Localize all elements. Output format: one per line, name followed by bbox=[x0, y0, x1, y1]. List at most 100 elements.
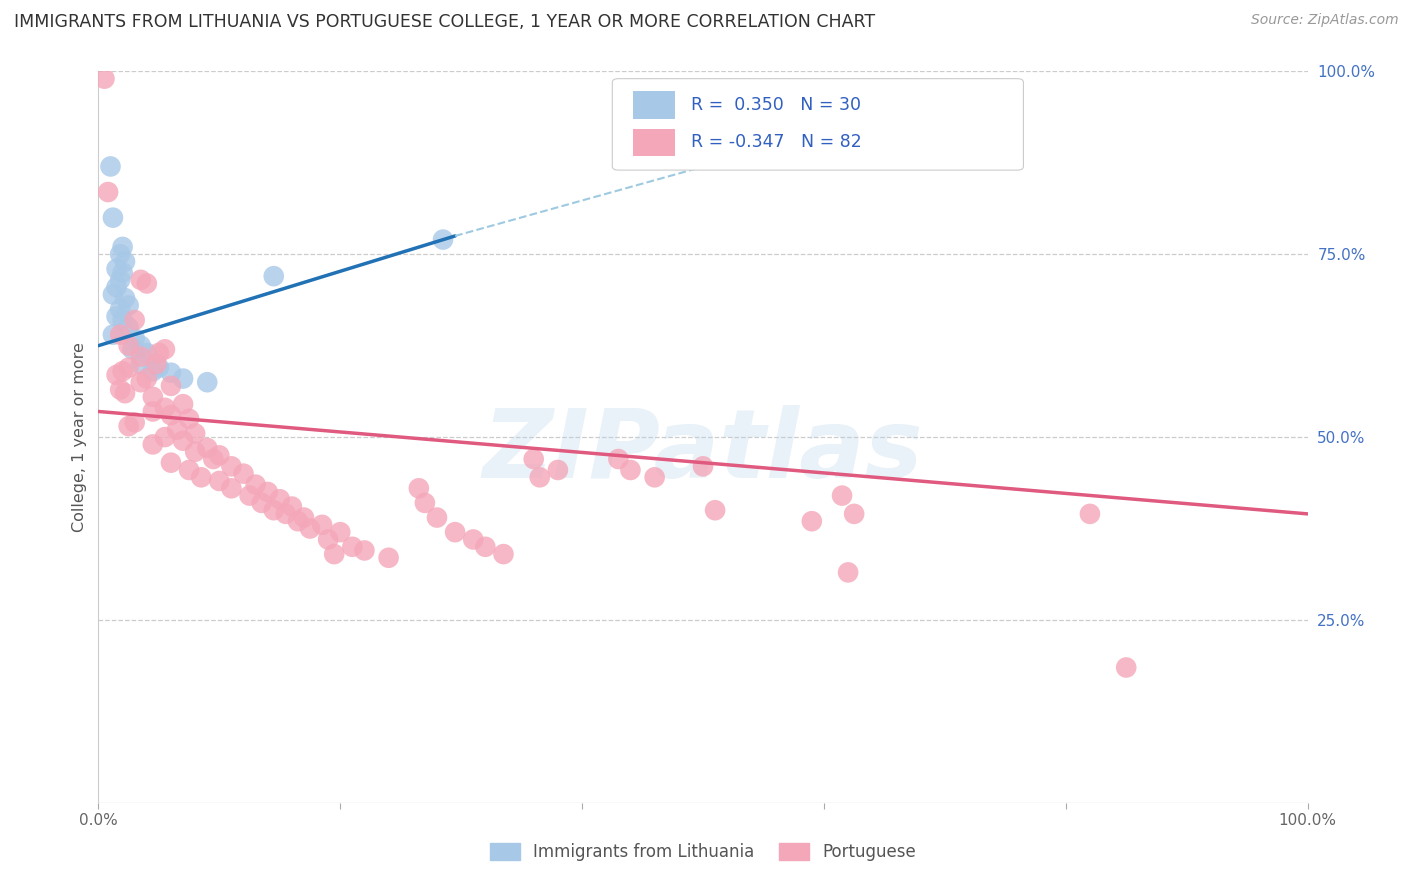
Point bbox=[269, 492, 291, 507]
Point bbox=[195, 441, 218, 455]
Point bbox=[108, 383, 131, 397]
Text: R =  0.350   N = 30: R = 0.350 N = 30 bbox=[690, 95, 860, 113]
Point bbox=[221, 459, 243, 474]
Point bbox=[353, 543, 375, 558]
Point bbox=[145, 357, 167, 371]
Point bbox=[135, 346, 157, 360]
Text: ZIPatlas: ZIPatlas bbox=[482, 405, 924, 499]
Point bbox=[105, 280, 128, 294]
Point bbox=[692, 459, 714, 474]
Point bbox=[413, 496, 436, 510]
Point bbox=[274, 507, 297, 521]
Point bbox=[195, 376, 218, 390]
Legend: Immigrants from Lithuania, Portuguese: Immigrants from Lithuania, Portuguese bbox=[484, 836, 922, 868]
Point bbox=[329, 525, 352, 540]
Point bbox=[166, 423, 188, 437]
Point bbox=[118, 419, 141, 434]
Point bbox=[124, 331, 146, 345]
Point bbox=[619, 463, 641, 477]
Point bbox=[108, 327, 131, 342]
Point bbox=[221, 481, 243, 495]
Point bbox=[311, 517, 333, 532]
Point bbox=[124, 416, 146, 430]
Point bbox=[800, 514, 823, 528]
Point bbox=[831, 489, 853, 503]
Point bbox=[837, 566, 859, 580]
Point bbox=[172, 434, 194, 448]
Point bbox=[111, 313, 134, 327]
Point bbox=[118, 298, 141, 312]
Point bbox=[184, 444, 207, 458]
Point bbox=[342, 540, 364, 554]
Point bbox=[547, 463, 569, 477]
Point bbox=[121, 343, 143, 357]
Point bbox=[245, 477, 267, 491]
Point bbox=[179, 412, 201, 426]
Point bbox=[474, 540, 496, 554]
Point bbox=[523, 452, 546, 467]
Point bbox=[323, 547, 346, 561]
Point bbox=[299, 521, 322, 535]
Point bbox=[492, 547, 515, 561]
Point bbox=[118, 320, 141, 334]
Point bbox=[160, 366, 183, 380]
Point bbox=[105, 368, 128, 382]
Point bbox=[101, 327, 124, 342]
Point bbox=[153, 430, 176, 444]
Point bbox=[114, 254, 136, 268]
Point bbox=[153, 343, 176, 357]
Point bbox=[432, 233, 454, 247]
Point bbox=[101, 287, 124, 301]
Point bbox=[142, 404, 165, 418]
Point bbox=[250, 496, 273, 510]
Point bbox=[844, 507, 866, 521]
Point bbox=[292, 510, 315, 524]
Point bbox=[105, 261, 128, 276]
Point bbox=[93, 71, 115, 86]
Point bbox=[172, 371, 194, 385]
Point bbox=[637, 115, 659, 129]
Point bbox=[644, 470, 666, 484]
Point bbox=[281, 500, 304, 514]
Point bbox=[129, 357, 152, 371]
Point bbox=[118, 360, 141, 375]
Point bbox=[153, 401, 176, 415]
Point bbox=[108, 247, 131, 261]
Point bbox=[111, 240, 134, 254]
Point bbox=[463, 533, 485, 547]
Point bbox=[160, 379, 183, 393]
Text: Source: ZipAtlas.com: Source: ZipAtlas.com bbox=[1251, 13, 1399, 28]
Point bbox=[142, 390, 165, 404]
Point bbox=[190, 470, 212, 484]
Point bbox=[263, 503, 285, 517]
Point bbox=[202, 452, 225, 467]
Point bbox=[444, 525, 467, 540]
Point bbox=[408, 481, 430, 495]
Point bbox=[114, 291, 136, 305]
Point bbox=[142, 437, 165, 451]
Point bbox=[232, 467, 254, 481]
Point bbox=[111, 266, 134, 280]
Point bbox=[129, 338, 152, 352]
Point bbox=[135, 277, 157, 291]
Point bbox=[129, 376, 152, 390]
Point bbox=[118, 338, 141, 352]
FancyBboxPatch shape bbox=[613, 78, 1024, 170]
Point bbox=[114, 386, 136, 401]
Point bbox=[108, 301, 131, 317]
Y-axis label: College, 1 year or more: College, 1 year or more bbox=[72, 343, 87, 532]
Point bbox=[607, 452, 630, 467]
Point bbox=[179, 463, 201, 477]
Point bbox=[108, 273, 131, 287]
Point bbox=[208, 448, 231, 462]
Point bbox=[148, 346, 170, 360]
Point bbox=[135, 371, 157, 385]
Point bbox=[704, 503, 727, 517]
Text: R = -0.347   N = 82: R = -0.347 N = 82 bbox=[690, 134, 862, 152]
Point bbox=[124, 313, 146, 327]
Point bbox=[239, 489, 262, 503]
Point bbox=[1078, 507, 1101, 521]
Point bbox=[1115, 660, 1137, 674]
Point bbox=[101, 211, 124, 225]
FancyBboxPatch shape bbox=[633, 91, 675, 119]
